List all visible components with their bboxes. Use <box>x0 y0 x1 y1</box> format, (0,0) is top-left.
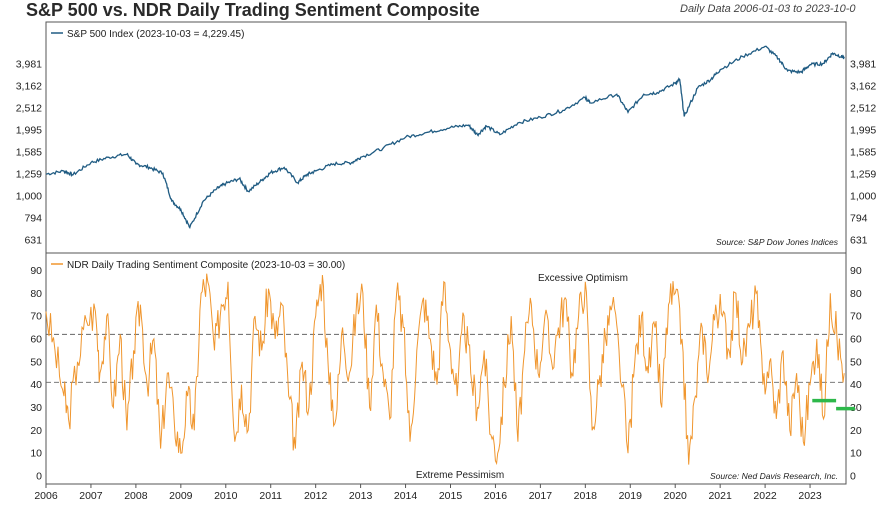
sentiment-ytick-label-left: 40 <box>30 379 42 391</box>
spx-ytick-label-right: 1,585 <box>850 147 876 159</box>
x-tick-label: 2012 <box>304 490 328 502</box>
spx-ytick-label-left: 1,000 <box>16 191 42 203</box>
sentiment-ytick-label-right: 20 <box>850 425 862 437</box>
spx-source-label: Source: S&P Dow Jones Indices <box>716 237 839 247</box>
x-tick-label: 2007 <box>79 490 103 502</box>
sentiment-ytick-label-right: 30 <box>850 402 862 414</box>
spx-legend-label: S&P 500 Index (2023-10-03 = 4,229.45) <box>67 29 244 40</box>
x-tick-label: 2017 <box>529 490 553 502</box>
sentiment-legend: NDR Daily Trading Sentiment Composite (2… <box>51 260 345 271</box>
sentiment-ytick-label-right: 10 <box>850 448 862 460</box>
spx-panel-frame <box>45 21 847 254</box>
sentiment-ytick-label-left: 70 <box>30 311 42 323</box>
spx-ytick-label-right: 1,259 <box>850 169 876 181</box>
spx-ytick-label-right: 2,512 <box>850 102 876 114</box>
sentiment-panel-frame <box>45 252 847 485</box>
sentiment-ytick-label-right: 90 <box>850 265 862 277</box>
sentiment-ytick-label-left: 80 <box>30 288 42 300</box>
sentiment-ytick-label-right: 60 <box>850 333 862 345</box>
sentiment-ytick-label-right: 70 <box>850 311 862 323</box>
spx-ytick-label-left: 794 <box>24 213 42 225</box>
annotation-excessive-optimism: Excessive Optimism <box>538 273 628 284</box>
x-tick-label: 2018 <box>574 490 598 502</box>
spx-ytick-label-left: 3,162 <box>16 80 42 92</box>
sentiment-ytick-label-right: 80 <box>850 288 862 300</box>
sentiment-ytick-label-left: 20 <box>30 425 42 437</box>
spx-legend: S&P 500 Index (2023-10-03 = 4,229.45) <box>51 29 244 40</box>
annotation-extreme-pessimism: Extreme Pessimism <box>416 470 504 481</box>
x-tick-label: 2022 <box>753 490 777 502</box>
x-tick-label: 2016 <box>484 490 508 502</box>
spx-series-line <box>45 45 845 230</box>
spx-ytick-label-left: 2,512 <box>16 102 42 114</box>
spx-ytick-label-right: 794 <box>850 213 868 225</box>
sentiment-ytick-label-left: 50 <box>30 356 42 368</box>
spx-ytick-label-right: 1,000 <box>850 191 876 203</box>
sentiment-series-line <box>45 273 845 466</box>
date-range-label: Daily Data 2006-01-03 to 2023-10-0 <box>680 3 856 15</box>
x-tick-label: 2020 <box>664 490 688 502</box>
x-tick-label: 2015 <box>439 490 463 502</box>
spx-ytick-label-right: 631 <box>850 235 868 247</box>
sentiment-ytick-label-left: 10 <box>30 448 42 460</box>
spx-ytick-label-left: 1,259 <box>16 169 42 181</box>
sentiment-legend-label: NDR Daily Trading Sentiment Composite (2… <box>67 260 345 271</box>
sentiment-ytick-label-left: 90 <box>30 265 42 277</box>
sentiment-ytick-label-left: 60 <box>30 333 42 345</box>
x-tick-label: 2019 <box>619 490 643 502</box>
x-tick-label: 2011 <box>259 490 282 502</box>
sentiment-source-label: Source: Ned Davis Research, Inc. <box>710 471 838 481</box>
sentiment-ytick-label-right: 0 <box>850 471 856 483</box>
spx-ytick-label-left: 631 <box>24 235 42 247</box>
spx-ytick-label-left: 1,995 <box>16 125 42 137</box>
x-tick-label: 2014 <box>394 490 418 502</box>
spx-ytick-label-right: 3,981 <box>850 58 876 70</box>
sentiment-ytick-label-right: 40 <box>850 379 862 391</box>
spx-ytick-label-left: 1,585 <box>16 147 42 159</box>
sentiment-ytick-label-left: 30 <box>30 402 42 414</box>
spx-ytick-label-right: 1,995 <box>850 125 876 137</box>
sentiment-ytick-label-left: 0 <box>36 471 42 483</box>
x-tick-label: 2021 <box>708 490 732 502</box>
x-tick-label: 2009 <box>169 490 193 502</box>
x-tick-label: 2023 <box>798 490 822 502</box>
x-tick-label: 2008 <box>124 490 148 502</box>
x-tick-label: 2010 <box>214 490 238 502</box>
spx-ytick-label-left: 3,981 <box>16 58 42 70</box>
spx-ytick-label-right: 3,162 <box>850 80 876 92</box>
page-title: S&P 500 vs. NDR Daily Trading Sentiment … <box>26 0 480 20</box>
spx-panel: 631 794 1,000 1,259 1,585 1,995 2,512 3,162 3,98… <box>16 21 876 254</box>
sentiment-ytick-label-right: 50 <box>850 356 862 368</box>
x-tick-label: 2013 <box>349 490 373 502</box>
x-tick-label: 2006 <box>34 490 58 502</box>
